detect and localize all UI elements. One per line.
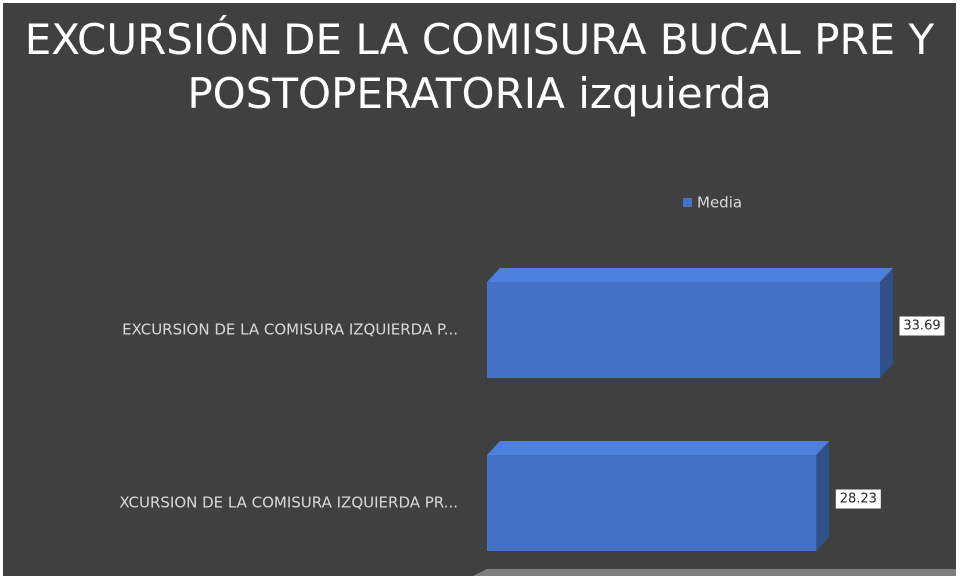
bar — [487, 455, 817, 551]
data-label: 33.69 — [903, 319, 940, 334]
chart: Media EXCURSION DE LA COMISURA IZQUIERDA … — [119, 194, 956, 576]
y-tick-label: XCURSION DE LA COMISURA IZQUIERDA PR... — [119, 494, 458, 512]
data-label-box — [834, 488, 882, 510]
data-label-box — [898, 315, 946, 337]
data-label: 28.23 — [840, 492, 877, 507]
floor — [473, 569, 956, 576]
bar — [487, 282, 880, 378]
bar-top — [487, 268, 893, 282]
legend-swatch — [683, 198, 692, 207]
chart-frame: EXCURSIÓN DE LA COMISURA BUCAL PRE Y POS… — [3, 3, 956, 576]
bar-side — [816, 441, 830, 551]
bar-top — [487, 441, 830, 455]
bar-side — [880, 268, 893, 378]
legend-label: Media — [697, 194, 742, 212]
y-tick-label: EXCURSION DE LA COMISURA IZQUIERDA P... — [122, 321, 458, 339]
chart-title: EXCURSIÓN DE LA COMISURA BUCAL PRE Y POS… — [24, 15, 935, 118]
